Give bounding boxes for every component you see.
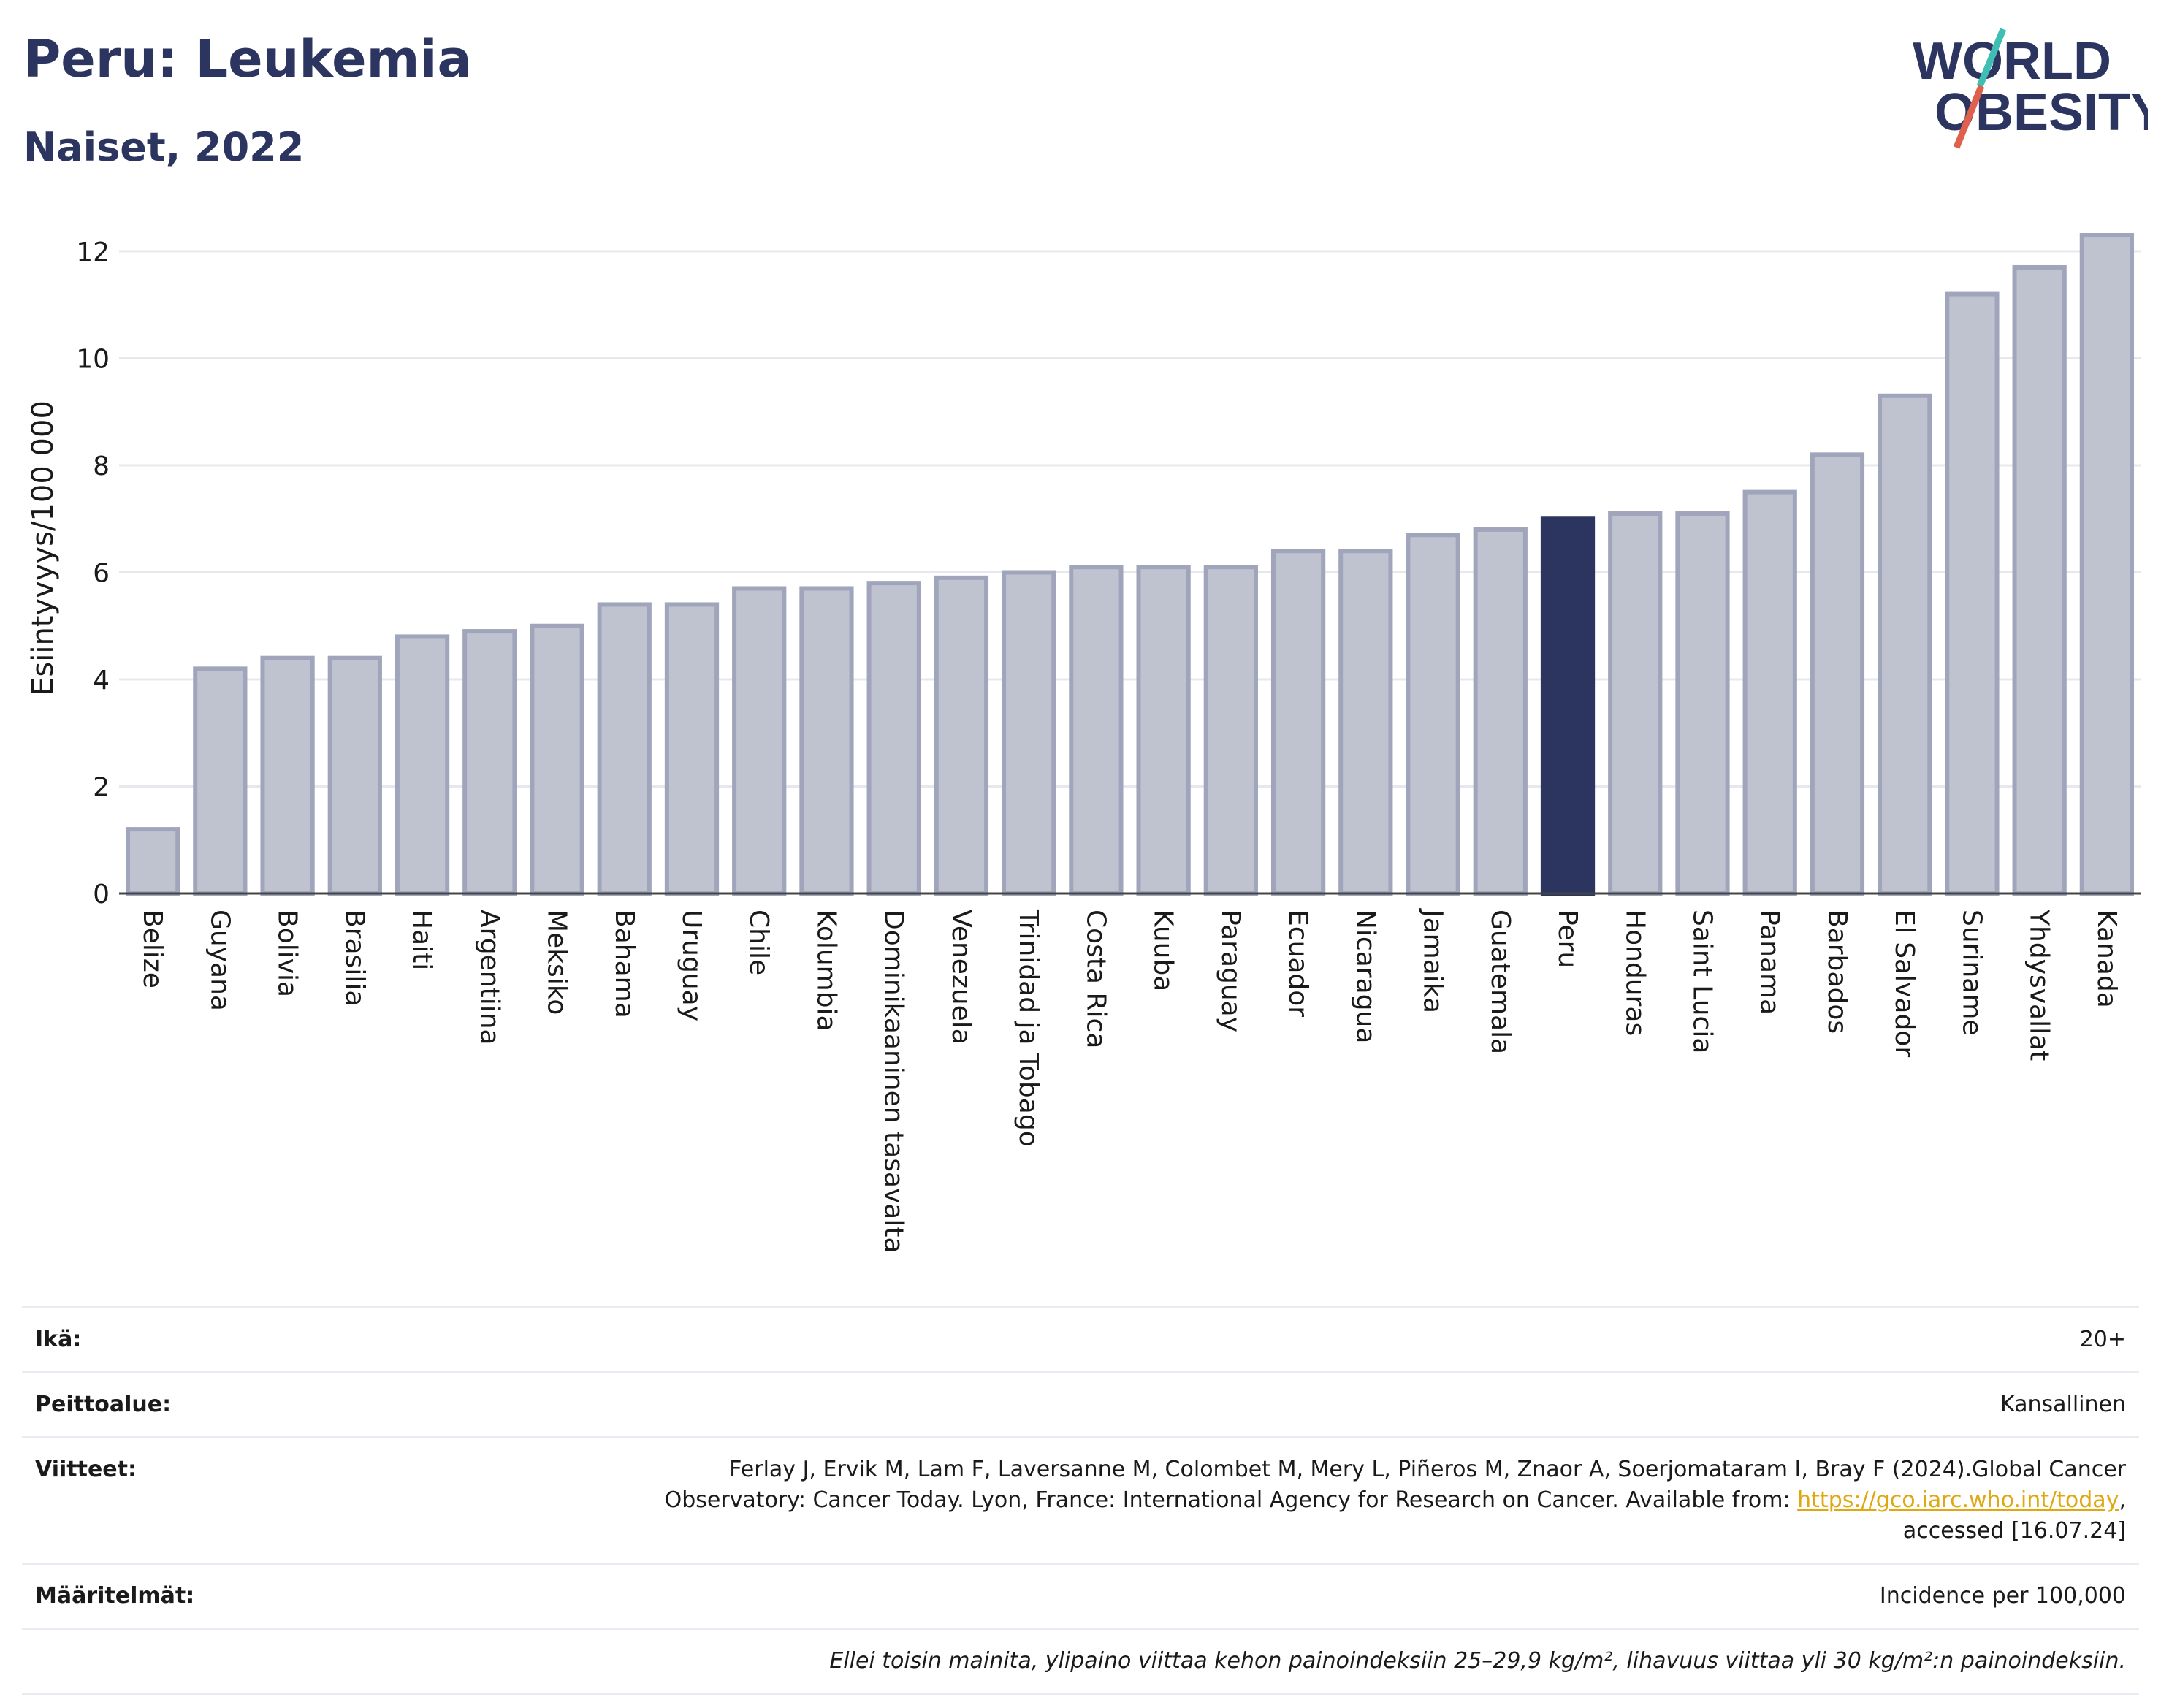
bar	[1338, 549, 1393, 896]
bar	[1945, 291, 2000, 896]
bar	[1742, 489, 1797, 896]
logo-slash-red	[1953, 85, 1985, 149]
age-label: Ikä:	[22, 1306, 267, 1373]
coverage-value: Kansallinen	[267, 1371, 2139, 1438]
y-tick-label: 12	[76, 237, 110, 267]
bar	[1473, 527, 1528, 896]
x-tick-label: Suriname	[1956, 910, 1986, 1036]
bar	[1203, 565, 1258, 896]
bar	[1069, 565, 1124, 896]
world-obesity-logo: WORLD OBESITY	[1913, 28, 2148, 149]
x-tick-label: Kuuba	[1148, 910, 1178, 991]
x-tick-label: Brasilia	[340, 910, 370, 1006]
bar	[193, 666, 248, 896]
x-tick-label: Trinidad ja Tobago	[1013, 909, 1043, 1147]
logo-slash-teal	[1976, 28, 2007, 88]
bar-highlighted	[1540, 516, 1596, 896]
bar	[125, 827, 180, 896]
info-row-coverage: Peittoalue: Kansallinen	[22, 1371, 2139, 1438]
footnote: Ellei toisin mainita, ylipaino viittaa k…	[22, 1628, 2139, 1695]
definitions-label: Määritelmät:	[22, 1563, 267, 1629]
bar	[2012, 264, 2067, 896]
x-tick-label: Saint Lucia	[1687, 910, 1717, 1053]
x-tick-label: Haiti	[407, 910, 437, 970]
y-tick-label: 2	[93, 773, 110, 803]
definitions-value: Incidence per 100,000	[267, 1563, 2139, 1629]
y-axis-label: Esiintyvyys/100 000	[26, 400, 60, 695]
y-tick-label: 8	[93, 451, 110, 481]
x-tick-label: Guatemala	[1485, 910, 1515, 1054]
bar	[327, 655, 382, 896]
bar	[1406, 533, 1460, 896]
x-tick-label: Ecuador	[1283, 910, 1313, 1017]
x-tick-label: Costa Rica	[1080, 910, 1110, 1048]
y-tick-labels: 0 2 4 6 8 10 12	[76, 237, 110, 910]
info-row-definitions: Määritelmät: Incidence per 100,000	[22, 1563, 2139, 1629]
x-tick-label: Paraguay	[1216, 910, 1246, 1032]
bar	[799, 586, 854, 896]
x-tick-label: Yhdysvallat	[2024, 909, 2054, 1061]
bar	[732, 586, 787, 896]
x-tick-label: Bolivia	[272, 910, 302, 997]
references-text-4: accessed [16.07.24]	[1902, 1518, 2126, 1544]
x-tick-label: Jamaika	[1418, 908, 1448, 1013]
page-title: Peru: Leukemia	[23, 29, 472, 89]
x-tick-label: Nicaragua	[1350, 910, 1380, 1043]
bar	[597, 602, 652, 896]
x-tick-label: Honduras	[1620, 910, 1650, 1036]
x-tick-label: Kolumbia	[811, 910, 841, 1032]
info-row-footnote: Ellei toisin mainita, ylipaino viittaa k…	[22, 1628, 2139, 1695]
x-tick-label: Panama	[1755, 910, 1785, 1015]
bar	[260, 655, 315, 896]
references-text-2: Observatory: Cancer Today. Lyon, France:…	[664, 1487, 1798, 1513]
references-text-3: ,	[2119, 1487, 2126, 1513]
bar	[395, 634, 450, 896]
bar	[1136, 565, 1191, 896]
bar	[664, 602, 720, 896]
bar	[866, 581, 921, 896]
bar	[530, 623, 584, 896]
x-tick-label: Uruguay	[676, 910, 706, 1021]
x-tick-label: Venezuela	[946, 910, 976, 1045]
references-text-1: Ferlay J, Ervik M, Lam F, Laversanne M, …	[729, 1457, 2126, 1482]
bar	[462, 629, 517, 896]
y-tick-label: 10	[76, 345, 110, 375]
info-table: Ikä: 20+ Peittoalue: Kansallinen Viittee…	[22, 1306, 2139, 1695]
x-tick-label: Guyana	[205, 910, 235, 1011]
bar	[1002, 570, 1056, 896]
info-row-references: Viitteet: Ferlay J, Ervik M, Lam F, Lave…	[22, 1436, 2139, 1564]
x-tick-label: Meksiko	[542, 910, 572, 1015]
bar	[1675, 511, 1730, 896]
x-tick-label: Chile	[744, 910, 774, 975]
bar	[1878, 393, 1932, 896]
references-value: Ferlay J, Ervik M, Lam F, Laversanne M, …	[267, 1436, 2139, 1564]
references-link[interactable]: https://gco.iarc.who.int/today	[1797, 1487, 2119, 1513]
bar-chart: 0 2 4 6 8 10 12 Belize Guyana Bolivia Brasilia Hai…	[26, 233, 2141, 1254]
bars	[125, 233, 2135, 896]
page-subtitle: Naiset, 2022	[23, 124, 305, 170]
x-tick-label: Peru	[1552, 910, 1582, 968]
info-row-age: Ikä: 20+	[22, 1306, 2139, 1373]
age-value: 20+	[267, 1306, 2139, 1373]
bar	[1608, 511, 1663, 896]
y-tick-label: 0	[93, 880, 110, 910]
references-label: Viitteet:	[22, 1436, 267, 1564]
bar	[934, 575, 989, 896]
bar	[1270, 549, 1326, 896]
x-tick-label: Dominikaaninen tasavalta	[879, 910, 909, 1254]
x-tick-label: Belize	[137, 910, 167, 988]
bar	[2079, 233, 2135, 896]
y-tick-label: 6	[93, 559, 110, 589]
x-tick-label: El Salvador	[1889, 910, 1919, 1057]
x-tick-label: Bahama	[609, 910, 639, 1018]
y-tick-label: 4	[93, 666, 110, 695]
x-tick-label: Kanada	[2092, 910, 2122, 1008]
coverage-label: Peittoalue:	[22, 1371, 267, 1438]
x-tick-label: Barbados	[1822, 910, 1852, 1034]
logo-word-world: WORLD	[1913, 32, 2111, 91]
bar	[1810, 452, 1865, 896]
x-tick-label: Argentiina	[474, 910, 504, 1045]
x-tick-labels: Belize Guyana Bolivia Brasilia Haiti Argentii…	[137, 908, 2122, 1254]
grid-lines	[119, 250, 2141, 788]
